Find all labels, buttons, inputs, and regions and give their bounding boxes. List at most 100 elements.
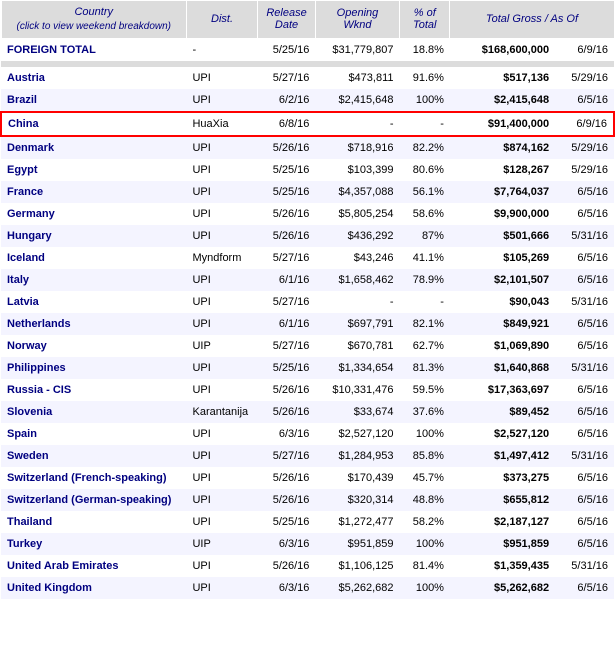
pct-total-cell: 45.7% xyxy=(400,467,450,489)
table-row: SpainUPI6/3/16$2,527,120100%$2,527,1206/… xyxy=(1,423,614,445)
as-of-cell: 5/31/16 xyxy=(555,291,614,313)
release-date-cell: 6/1/16 xyxy=(258,313,316,335)
header-country[interactable]: Country (click to view weekend breakdown… xyxy=(1,1,186,39)
dist-cell: UPI xyxy=(186,445,257,467)
as-of-cell: 5/29/16 xyxy=(555,136,614,159)
country-cell[interactable]: Latvia xyxy=(1,291,186,313)
pct-total-cell: 59.5% xyxy=(400,379,450,401)
table-row: Russia - CISUPI5/26/16$10,331,47659.5%$1… xyxy=(1,379,614,401)
table-row: ThailandUPI5/25/16$1,272,47758.2%$2,187,… xyxy=(1,511,614,533)
country-cell[interactable]: Spain xyxy=(1,423,186,445)
opening-wknd-cell: $670,781 xyxy=(315,335,399,357)
opening-wknd-cell: $1,658,462 xyxy=(315,269,399,291)
table-row: FranceUPI5/25/16$4,357,08856.1%$7,764,03… xyxy=(1,181,614,203)
foreign-total-country[interactable]: FOREIGN TOTAL xyxy=(1,38,186,61)
table-row: IcelandMyndform5/27/16$43,24641.1%$105,2… xyxy=(1,247,614,269)
country-cell[interactable]: Norway xyxy=(1,335,186,357)
country-cell[interactable]: Egypt xyxy=(1,159,186,181)
header-pct-total[interactable]: % of Total xyxy=(400,1,450,39)
dist-cell: UIP xyxy=(186,533,257,555)
release-date-cell: 5/25/16 xyxy=(258,511,316,533)
total-gross-cell: $373,275 xyxy=(450,467,555,489)
table-row: AustriaUPI5/27/16$473,81191.6%$517,1365/… xyxy=(1,67,614,89)
country-cell[interactable]: Austria xyxy=(1,67,186,89)
dist-cell: UPI xyxy=(186,511,257,533)
table-row: DenmarkUPI5/26/16$718,91682.2%$874,1625/… xyxy=(1,136,614,159)
dist-cell: UPI xyxy=(186,136,257,159)
country-cell[interactable]: Philippines xyxy=(1,357,186,379)
header-total-gross-label: Total Gross xyxy=(486,13,542,25)
country-cell[interactable]: Switzerland (German-speaking) xyxy=(1,489,186,511)
release-date-cell: 5/25/16 xyxy=(258,357,316,379)
dist-cell: UPI xyxy=(186,67,257,89)
country-cell[interactable]: Denmark xyxy=(1,136,186,159)
total-gross-cell: $501,666 xyxy=(450,225,555,247)
pct-total-cell: 100% xyxy=(400,423,450,445)
total-gross-cell: $1,359,435 xyxy=(450,555,555,577)
pct-total-cell: 100% xyxy=(400,89,450,112)
country-cell[interactable]: Iceland xyxy=(1,247,186,269)
as-of-cell: 6/5/16 xyxy=(555,379,614,401)
total-gross-cell: $951,859 xyxy=(450,533,555,555)
as-of-cell: 6/5/16 xyxy=(555,401,614,423)
as-of-cell: 6/5/16 xyxy=(555,89,614,112)
country-cell[interactable]: Germany xyxy=(1,203,186,225)
country-cell[interactable]: Hungary xyxy=(1,225,186,247)
opening-wknd-cell: - xyxy=(315,291,399,313)
dist-cell: UPI xyxy=(186,555,257,577)
total-gross-cell: $1,497,412 xyxy=(450,445,555,467)
total-gross-cell: $2,101,507 xyxy=(450,269,555,291)
release-date-cell: 5/26/16 xyxy=(258,555,316,577)
country-cell[interactable]: Thailand xyxy=(1,511,186,533)
pct-total-cell: 58.6% xyxy=(400,203,450,225)
country-cell[interactable]: China xyxy=(1,112,186,136)
table-row: Switzerland (French-speaking)UPI5/26/16$… xyxy=(1,467,614,489)
country-cell[interactable]: United Kingdom xyxy=(1,577,186,599)
table-row: BrazilUPI6/2/16$2,415,648100%$2,415,6486… xyxy=(1,89,614,112)
opening-wknd-cell: $170,439 xyxy=(315,467,399,489)
foreign-total-opening: $31,779,807 xyxy=(315,38,399,61)
total-gross-cell: $655,812 xyxy=(450,489,555,511)
country-cell[interactable]: France xyxy=(1,181,186,203)
pct-total-cell: 81.3% xyxy=(400,357,450,379)
opening-wknd-cell: $5,805,254 xyxy=(315,203,399,225)
table-row: HungaryUPI5/26/16$436,29287%$501,6665/31… xyxy=(1,225,614,247)
country-cell[interactable]: Turkey xyxy=(1,533,186,555)
country-cell[interactable]: Brazil xyxy=(1,89,186,112)
header-total-gross-asof[interactable]: Total Gross / As Of xyxy=(450,1,614,39)
total-gross-cell: $128,267 xyxy=(450,159,555,181)
total-gross-cell: $89,452 xyxy=(450,401,555,423)
release-date-cell: 5/27/16 xyxy=(258,67,316,89)
opening-wknd-cell: $33,674 xyxy=(315,401,399,423)
as-of-cell: 6/5/16 xyxy=(555,577,614,599)
header-opening-wknd[interactable]: Opening Wknd xyxy=(315,1,399,39)
release-date-cell: 5/27/16 xyxy=(258,291,316,313)
as-of-cell: 6/5/16 xyxy=(555,511,614,533)
table-row: LatviaUPI5/27/16--$90,0435/31/16 xyxy=(1,291,614,313)
opening-wknd-cell: - xyxy=(315,112,399,136)
country-cell[interactable]: Netherlands xyxy=(1,313,186,335)
opening-wknd-cell: $436,292 xyxy=(315,225,399,247)
country-cell[interactable]: Slovenia xyxy=(1,401,186,423)
pct-total-cell: 58.2% xyxy=(400,511,450,533)
dist-cell: UPI xyxy=(186,203,257,225)
header-dist[interactable]: Dist. xyxy=(186,1,257,39)
foreign-total-row: FOREIGN TOTAL-5/25/16$31,779,80718.8%$16… xyxy=(1,38,614,61)
country-cell[interactable]: Switzerland (French-speaking) xyxy=(1,467,186,489)
as-of-cell: 6/5/16 xyxy=(555,467,614,489)
release-date-cell: 6/3/16 xyxy=(258,533,316,555)
table-row: SloveniaKarantanija5/26/16$33,67437.6%$8… xyxy=(1,401,614,423)
table-row: ItalyUPI6/1/16$1,658,46278.9%$2,101,5076… xyxy=(1,269,614,291)
header-country-label: Country xyxy=(74,6,113,18)
header-slash: / xyxy=(542,13,551,25)
header-release-date[interactable]: Release Date xyxy=(258,1,316,39)
total-gross-cell: $2,415,648 xyxy=(450,89,555,112)
dist-cell: UPI xyxy=(186,357,257,379)
country-cell[interactable]: United Arab Emirates xyxy=(1,555,186,577)
pct-total-cell: 37.6% xyxy=(400,401,450,423)
opening-wknd-cell: $320,314 xyxy=(315,489,399,511)
country-cell[interactable]: Italy xyxy=(1,269,186,291)
country-cell[interactable]: Sweden xyxy=(1,445,186,467)
pct-total-cell: 87% xyxy=(400,225,450,247)
country-cell[interactable]: Russia - CIS xyxy=(1,379,186,401)
